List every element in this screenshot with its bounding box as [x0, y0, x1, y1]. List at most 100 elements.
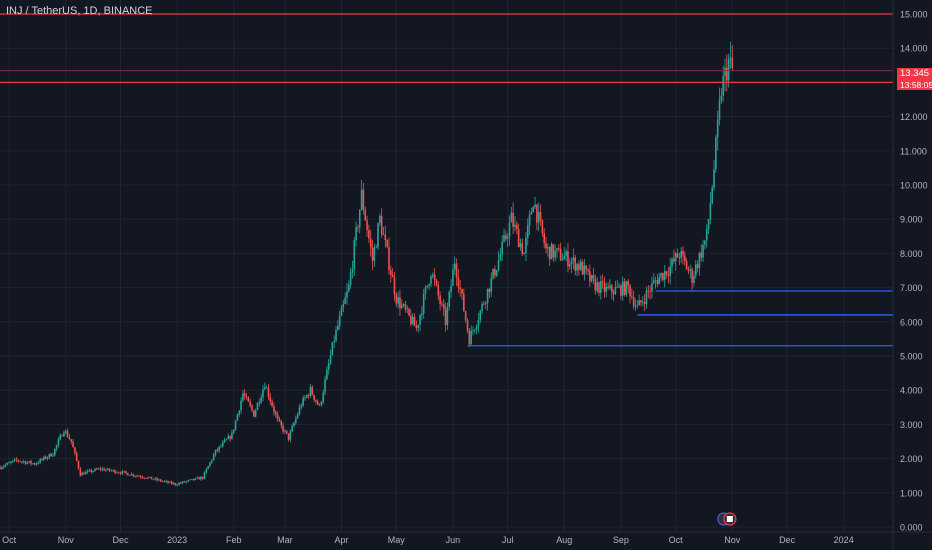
candle-body — [444, 309, 447, 326]
x-tick-label: Jun — [446, 535, 461, 545]
candle-body — [10, 461, 12, 463]
last-price-badge: 13.345 — [897, 68, 932, 80]
horizontal-levels — [0, 13, 893, 347]
candle-body — [684, 255, 686, 262]
candle-body — [11, 460, 14, 462]
candle-body — [156, 478, 158, 481]
candle-body — [627, 281, 630, 286]
candle-body — [59, 435, 62, 440]
candle-body — [568, 264, 571, 267]
candle-body — [88, 470, 91, 471]
candle-body — [578, 264, 580, 270]
candle-body — [729, 57, 732, 59]
candle-body — [90, 470, 93, 473]
candle-body — [506, 237, 509, 239]
candle-body — [349, 272, 352, 286]
candle-body — [243, 393, 246, 397]
candle-body — [41, 459, 43, 461]
candle-body — [64, 431, 67, 433]
candle-body — [616, 286, 619, 288]
candle-body — [532, 206, 535, 213]
candle-body — [652, 280, 655, 284]
price-axis[interactable]: 15.00014.00013.00012.00011.00010.0009.00… — [892, 0, 928, 550]
candle-body — [139, 476, 142, 478]
candle-body — [315, 399, 317, 402]
candle-body — [170, 481, 173, 484]
candle-body — [669, 266, 672, 276]
candle-body — [479, 310, 482, 321]
candle-body — [426, 285, 429, 288]
candle-body — [406, 308, 409, 310]
y-tick-label: 8.000 — [900, 249, 923, 259]
candle-body — [660, 273, 662, 277]
candle-body — [141, 477, 144, 478]
candle-body — [570, 261, 573, 265]
y-tick-label: 7.000 — [900, 283, 923, 293]
candle-body — [428, 283, 430, 286]
candle-body — [393, 277, 396, 295]
y-tick-label: 15.000 — [900, 10, 928, 20]
candle-body — [600, 281, 602, 293]
candle-body — [105, 469, 107, 471]
candle-body — [6, 462, 9, 465]
candle-body — [309, 387, 312, 397]
candle-body — [37, 462, 40, 464]
x-tick-label: Aug — [556, 535, 572, 545]
candle-body — [263, 387, 266, 390]
symbol-title: INJ / TetherUS, 1D, BINANCE — [6, 5, 153, 17]
x-tick-label: May — [388, 535, 406, 545]
candle-body — [435, 280, 438, 285]
candle-body — [550, 244, 553, 260]
candle-body — [212, 454, 215, 461]
candle-body — [189, 479, 191, 481]
candle-body — [258, 402, 261, 404]
candle-body — [649, 291, 651, 293]
candle-body — [302, 397, 304, 406]
candle-body — [187, 480, 189, 482]
candle-body — [32, 463, 34, 465]
candle-body — [331, 342, 334, 356]
candle-body — [347, 285, 350, 292]
candle-body — [145, 478, 147, 479]
candle-body — [106, 468, 109, 470]
candle-body — [282, 425, 284, 432]
candle-body — [253, 410, 255, 417]
candle-body — [662, 273, 664, 280]
candle-body — [28, 461, 31, 463]
x-tick-label: Dec — [113, 535, 130, 545]
candle-body — [488, 288, 491, 292]
candle-body — [610, 285, 613, 293]
candle-body — [287, 433, 290, 440]
candle-body — [353, 240, 356, 269]
candle-body — [567, 251, 569, 267]
candle-body — [320, 401, 323, 405]
candle-body — [209, 462, 211, 467]
candle-body — [470, 330, 472, 345]
candle-body — [110, 470, 113, 472]
candle-body — [254, 410, 257, 417]
candle-body — [419, 314, 421, 325]
candle-body — [558, 248, 560, 250]
candle-body — [651, 283, 653, 292]
candle-body — [424, 287, 427, 295]
candle-body — [638, 300, 640, 306]
candle-body — [8, 462, 10, 464]
candle-body — [565, 251, 567, 256]
candle-body — [278, 418, 281, 421]
candle-body — [227, 436, 230, 440]
candle-body — [503, 235, 505, 242]
candle-body — [415, 326, 418, 329]
candle-body — [368, 230, 370, 239]
candle-body — [494, 268, 496, 276]
candle-body — [705, 229, 708, 241]
candle-body — [329, 355, 332, 364]
candle-body — [13, 459, 16, 461]
candle-body — [634, 305, 637, 307]
time-axis[interactable]: Oct Nov Dec 2023 Feb Mar Apr May Jun Jul Aug Sep Oct… — [0, 531, 932, 545]
candle-body — [561, 259, 564, 261]
x-tick-label: Oct — [2, 535, 17, 545]
candle-body — [490, 278, 493, 292]
candle-body — [375, 247, 377, 249]
candle-body — [214, 449, 217, 455]
